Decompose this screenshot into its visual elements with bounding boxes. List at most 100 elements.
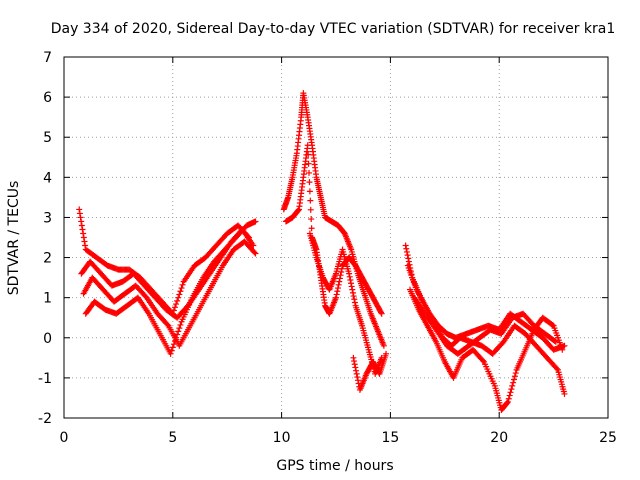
data-point	[353, 367, 360, 374]
data-point	[76, 210, 83, 217]
data-point	[252, 250, 259, 257]
y-tick-label: 2	[43, 251, 52, 267]
data-point	[167, 350, 174, 357]
data-point	[507, 389, 514, 396]
data-point	[549, 321, 556, 328]
data-point	[173, 334, 180, 341]
data-point	[252, 218, 259, 225]
data-point	[348, 280, 355, 287]
data-point	[295, 207, 302, 214]
data-point	[77, 214, 84, 221]
data-point	[80, 230, 87, 237]
data-point	[351, 299, 358, 306]
data-point	[173, 301, 180, 308]
data-point	[559, 346, 566, 353]
data-point	[305, 151, 312, 158]
data-point	[79, 226, 86, 233]
data-point	[176, 325, 183, 332]
data-point	[508, 386, 515, 393]
series-arc-12	[411, 294, 559, 357]
data-point	[179, 281, 186, 288]
data-point	[506, 392, 513, 399]
data-point	[304, 142, 311, 149]
data-point	[78, 222, 85, 229]
x-tick-label: 10	[273, 430, 291, 446]
data-point	[403, 245, 410, 252]
data-point	[380, 342, 387, 349]
data-point	[334, 285, 341, 292]
data-point	[81, 238, 88, 245]
data-point	[335, 281, 342, 288]
data-point	[510, 376, 517, 383]
data-point	[479, 357, 486, 364]
series-arc-3	[80, 238, 259, 349]
data-point	[351, 358, 358, 365]
chart-title: Day 334 of 2020, Sidereal Day-to-day VTE…	[51, 21, 616, 37]
data-point	[346, 273, 353, 280]
data-point	[511, 373, 518, 380]
data-point	[174, 297, 181, 304]
data-point	[78, 218, 85, 225]
series-arc-4	[82, 218, 259, 357]
data-point	[553, 365, 560, 372]
data-point	[337, 272, 344, 279]
y-tick-label: 5	[43, 130, 52, 146]
data-point	[338, 268, 345, 275]
data-point	[402, 242, 409, 249]
data-point	[349, 289, 356, 296]
data-point	[177, 321, 184, 328]
x-tick-label: 25	[599, 430, 617, 446]
data-point	[82, 242, 89, 249]
y-tick-label: 7	[43, 50, 52, 66]
data-points	[76, 90, 568, 413]
y-tick-label: 1	[43, 291, 52, 307]
data-point	[171, 337, 178, 344]
data-point	[405, 258, 412, 265]
x-tick-label: 0	[60, 430, 69, 446]
data-point	[510, 379, 517, 386]
y-tick-label: -2	[38, 411, 52, 427]
series-arc-6	[282, 142, 385, 317]
data-point	[351, 361, 358, 368]
data-point	[505, 395, 512, 402]
data-point	[171, 304, 178, 311]
data-point	[561, 390, 568, 397]
data-point	[168, 347, 175, 354]
data-point	[378, 310, 385, 317]
data-point	[170, 341, 177, 348]
data-point	[352, 364, 359, 371]
y-tick-label: -1	[38, 371, 52, 387]
data-point	[346, 270, 353, 277]
data-point	[348, 283, 355, 290]
y-axis-label: SDTVAR / TECUs	[6, 181, 22, 296]
data-point	[353, 370, 360, 377]
x-axis-label: GPS time / hours	[276, 458, 393, 474]
y-tick-label: 3	[43, 210, 52, 226]
data-point	[504, 399, 511, 406]
data-point	[307, 206, 314, 213]
data-point	[169, 344, 176, 351]
data-point	[307, 197, 314, 204]
data-point	[164, 321, 171, 328]
data-point	[306, 169, 313, 176]
data-point	[306, 188, 313, 195]
data-point	[383, 350, 390, 357]
data-point	[305, 160, 312, 167]
data-point	[349, 286, 356, 293]
x-tick-label: 20	[490, 430, 508, 446]
data-point	[178, 285, 185, 292]
data-point	[175, 328, 182, 335]
data-point	[354, 377, 361, 384]
data-point	[351, 296, 358, 303]
data-point	[333, 291, 340, 298]
data-point	[76, 206, 83, 213]
data-point	[551, 337, 558, 344]
data-point	[250, 242, 257, 249]
data-point	[308, 225, 315, 232]
data-point	[350, 354, 357, 361]
plot-frame	[63, 56, 609, 419]
data-point	[334, 288, 341, 295]
data-point	[403, 248, 410, 255]
data-point	[333, 294, 339, 301]
